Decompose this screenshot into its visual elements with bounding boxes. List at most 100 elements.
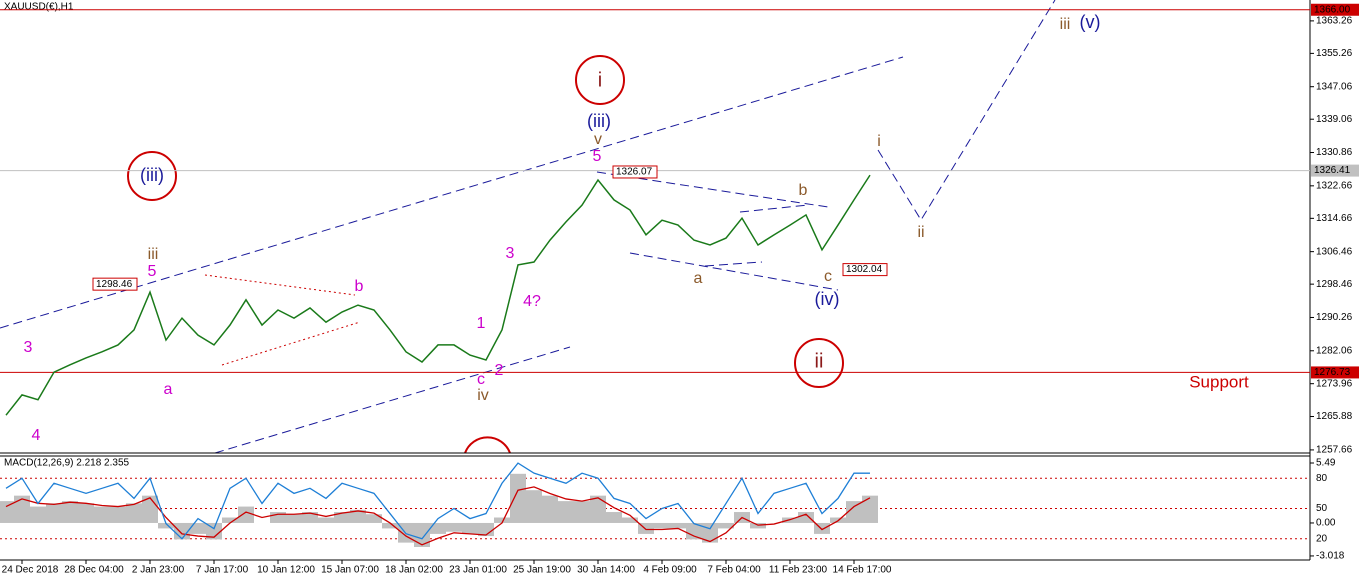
y-tick-label: 1347.06 (1316, 81, 1353, 92)
macd-bar (814, 522, 830, 534)
price-note-box (612, 165, 658, 179)
macd-bar (494, 517, 510, 523)
macd-bar (638, 522, 654, 534)
wave-label: iii (1060, 16, 1071, 33)
x-tick-label: 28 Dec 04:00 (64, 565, 124, 576)
y-tick-label: -3.018 (1316, 551, 1345, 562)
y-tick-label: 1363.26 (1316, 16, 1353, 27)
level-label: 1276.73 (1314, 367, 1351, 378)
wave-label: 5 (593, 148, 602, 165)
macd-bar (78, 503, 94, 523)
macd-bar (478, 522, 494, 537)
y-tick-label: 1265.88 (1316, 411, 1353, 422)
macd-bar (286, 514, 302, 523)
y2-tick-label: 50 (1316, 503, 1328, 514)
x-tick-label: 7 Jan 17:00 (196, 565, 249, 576)
y-tick-label: 1355.26 (1316, 48, 1353, 59)
macd-bar (190, 522, 206, 534)
macd-bar (622, 517, 638, 523)
macd-bar (510, 473, 526, 523)
x-tick-label: 24 Dec 2018 (2, 565, 59, 576)
macd-bar (558, 501, 574, 523)
macd-bar (462, 522, 478, 534)
wave-label: v (594, 131, 602, 148)
wave-label: 2 (495, 362, 504, 379)
macd-bar (414, 522, 430, 547)
level-box (1311, 366, 1359, 379)
price-note: 1298.46 (96, 279, 133, 290)
wave-label: 4? (523, 293, 541, 310)
wave-label: b (799, 182, 808, 199)
wave-label: ii (815, 350, 824, 372)
trend-lines (0, 0, 1056, 454)
y-tick-label: 1314.66 (1316, 213, 1353, 224)
macd-bar (382, 522, 398, 529)
wave-circles (127, 55, 844, 454)
x-tick-label: 18 Jan 02:00 (385, 565, 443, 576)
x-tick-label: 11 Feb 23:00 (769, 565, 828, 576)
macd-bar (606, 512, 622, 523)
level-box (1311, 3, 1359, 16)
triangle-lines (204, 274, 361, 366)
macd-bar (446, 522, 462, 532)
macd-bar (846, 501, 862, 523)
macd-bar (574, 501, 590, 523)
wave-label: i (598, 69, 602, 91)
macd-bar (686, 522, 702, 540)
x-tick-label: 2 Jan 23:00 (132, 565, 185, 576)
x-tick-label: 15 Jan 07:00 (321, 565, 379, 576)
macd-bar (430, 522, 446, 534)
macd-bar (654, 522, 670, 529)
y-tick-label: 1339.06 (1316, 114, 1353, 125)
level-label: 1366.00 (1314, 4, 1351, 15)
y2-tick-label: 80 (1316, 473, 1328, 484)
macd-bar (270, 512, 286, 523)
x-tick-label: 4 Feb 09:00 (643, 565, 697, 576)
y-tick-label: 1273.96 (1316, 378, 1353, 389)
macd-bar (158, 522, 174, 529)
indicator-line (5, 462, 870, 540)
macd-bar (334, 512, 350, 523)
macd-bar (14, 495, 30, 523)
price-note-box (842, 263, 888, 277)
price-note: 1302.04 (846, 264, 883, 275)
macd-bar (206, 522, 222, 540)
macd-bar (238, 506, 254, 523)
macd-bar (526, 490, 542, 523)
macd-bar (590, 495, 606, 523)
y-tick-label: 1306.46 (1316, 246, 1353, 257)
y-tick-label: 1282.06 (1316, 345, 1353, 356)
wave-label: 3 (506, 245, 515, 262)
wave-label: ii (917, 224, 924, 241)
y-tick-label: 1298.46 (1316, 279, 1353, 290)
wave-label: iii (148, 246, 159, 263)
y-tick-label: 5.49 (1316, 458, 1336, 469)
macd-bar (62, 501, 78, 523)
wave-label: 5 (148, 263, 157, 280)
wave-label: (iii) (140, 165, 164, 185)
macd-bar (46, 503, 62, 523)
price-note-box (92, 277, 138, 291)
macd-bar (94, 506, 110, 523)
chart-title: XAUUSD(€),H1 (4, 2, 74, 13)
level-box (1311, 164, 1359, 177)
macd-bar (30, 506, 46, 523)
y-tick-label: 1290.26 (1316, 312, 1353, 323)
macd-bar (350, 509, 366, 523)
x-tick-label: 14 Feb 17:00 (833, 565, 892, 576)
y2-tick-label: 20 (1316, 533, 1328, 544)
macd-bar (366, 514, 382, 523)
macd-bar (670, 522, 686, 529)
y-tick-label: 1322.66 (1316, 180, 1353, 191)
macd-bar (0, 501, 14, 523)
indicator-line (5, 486, 871, 546)
price-line (5, 174, 871, 416)
level-label: 1326.41 (1314, 165, 1351, 176)
wave-label: i (877, 133, 881, 150)
wave-label: 1 (477, 315, 486, 332)
macd-bar (718, 522, 734, 529)
wave-label: 4 (32, 427, 41, 444)
wave-label: a (694, 270, 703, 287)
